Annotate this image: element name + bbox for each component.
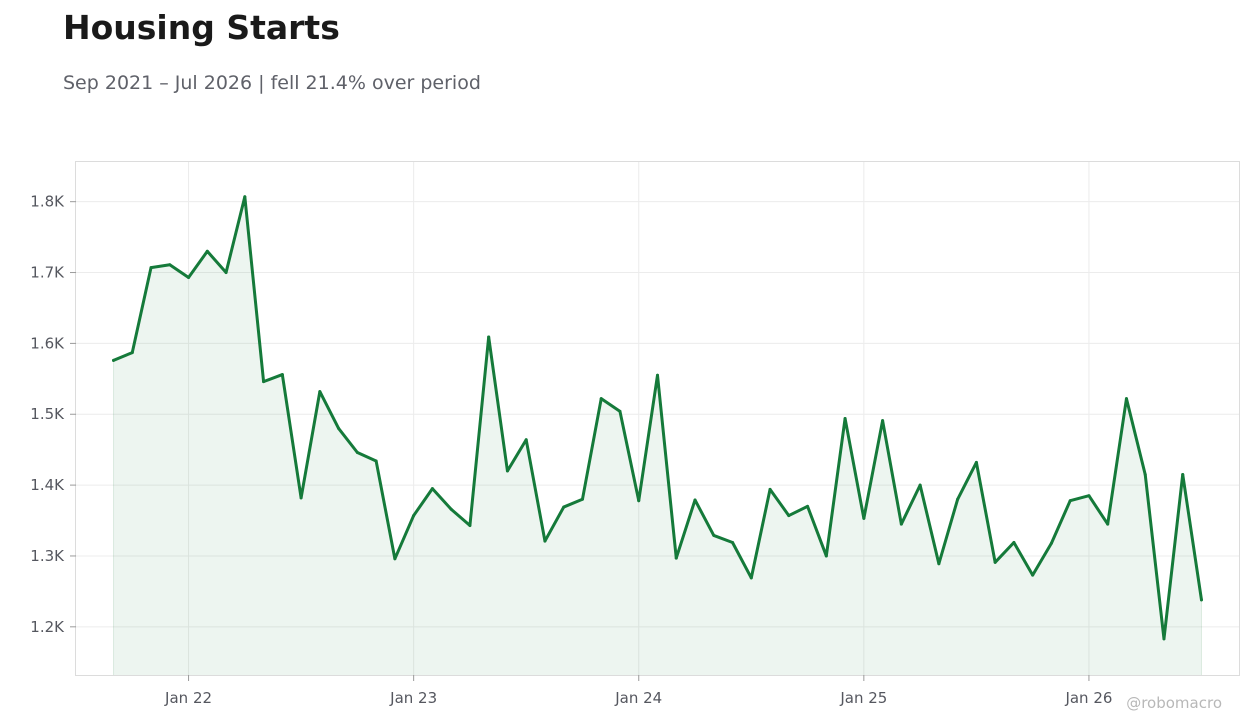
data-point [768, 487, 772, 491]
y-tick-label: 1.2K [30, 618, 65, 636]
data-point [918, 483, 922, 487]
data-point [205, 249, 209, 253]
data-point [430, 487, 434, 491]
grid [76, 162, 1239, 675]
data-points [112, 195, 1203, 641]
data-point [1181, 472, 1185, 476]
x-tick-label: Jan 22 [164, 689, 212, 707]
data-point [674, 556, 678, 560]
data-point [487, 335, 491, 339]
data-point [412, 514, 416, 518]
data-point [956, 497, 960, 501]
data-point [1106, 522, 1110, 526]
chart-title: Housing Starts [63, 8, 340, 47]
data-point [355, 451, 359, 455]
data-point [280, 373, 284, 377]
series-area [113, 196, 1202, 675]
data-point [618, 409, 622, 413]
data-point [505, 469, 509, 473]
data-point [543, 539, 547, 543]
y-tick-label: 1.7K [30, 264, 65, 282]
data-point [299, 496, 303, 500]
y-tick-label: 1.5K [30, 405, 65, 423]
data-point [993, 560, 997, 564]
data-point [824, 554, 828, 558]
data-point [562, 505, 566, 509]
data-point [243, 195, 247, 199]
x-axis: Jan 22 Jan 23 Jan 24 Jan 25 Jan 26 [164, 675, 1112, 707]
y-tick-label: 1.8K [30, 193, 65, 211]
data-point [187, 275, 191, 279]
data-point [374, 459, 378, 463]
data-point [712, 533, 716, 537]
data-point [881, 419, 885, 423]
data-point [393, 557, 397, 561]
data-point [130, 351, 134, 355]
data-point [899, 522, 903, 526]
data-point [656, 373, 659, 377]
data-point [149, 266, 153, 270]
y-tick-label: 1.4K [30, 476, 65, 494]
y-tick-label: 1.3K [30, 547, 65, 565]
data-point [806, 504, 810, 508]
data-point [449, 507, 453, 511]
data-point [1199, 598, 1203, 602]
plot-frame [75, 161, 1240, 676]
data-point [112, 358, 116, 362]
x-tick-label: Jan 23 [389, 689, 437, 707]
data-point [1068, 499, 1072, 503]
x-tick-label: Jan 25 [839, 689, 887, 707]
data-point [974, 460, 978, 464]
x-tick-label: Jan 26 [1064, 689, 1112, 707]
data-point [862, 516, 866, 520]
data-point [1087, 494, 1091, 498]
data-point [787, 514, 791, 518]
data-point [749, 576, 753, 580]
data-point [693, 498, 697, 502]
data-point [468, 523, 472, 527]
data-point [337, 426, 341, 430]
data-point [580, 497, 584, 501]
data-point [1143, 472, 1147, 476]
y-axis: 1.2K 1.3K 1.4K 1.5K 1.6K 1.7K 1.8K [30, 193, 76, 636]
data-point [637, 499, 641, 503]
watermark: @robomacro [1126, 694, 1222, 712]
data-point [937, 562, 941, 566]
chart-subtitle: Sep 2021 – Jul 2026 | fell 21.4% over pe… [63, 72, 481, 94]
data-point [1162, 637, 1166, 641]
data-point [731, 540, 735, 544]
series-area-layer [113, 196, 1202, 675]
data-point [318, 390, 322, 394]
data-point [262, 380, 266, 384]
data-point [599, 397, 603, 401]
data-point [1124, 397, 1128, 401]
x-tick-label: Jan 24 [614, 689, 662, 707]
data-point [168, 263, 172, 267]
data-point [1012, 540, 1016, 544]
data-point [843, 417, 847, 420]
data-point [524, 438, 528, 442]
data-point [224, 271, 228, 275]
data-point [1031, 573, 1035, 577]
y-tick-label: 1.6K [30, 334, 65, 352]
data-point [1049, 541, 1053, 545]
